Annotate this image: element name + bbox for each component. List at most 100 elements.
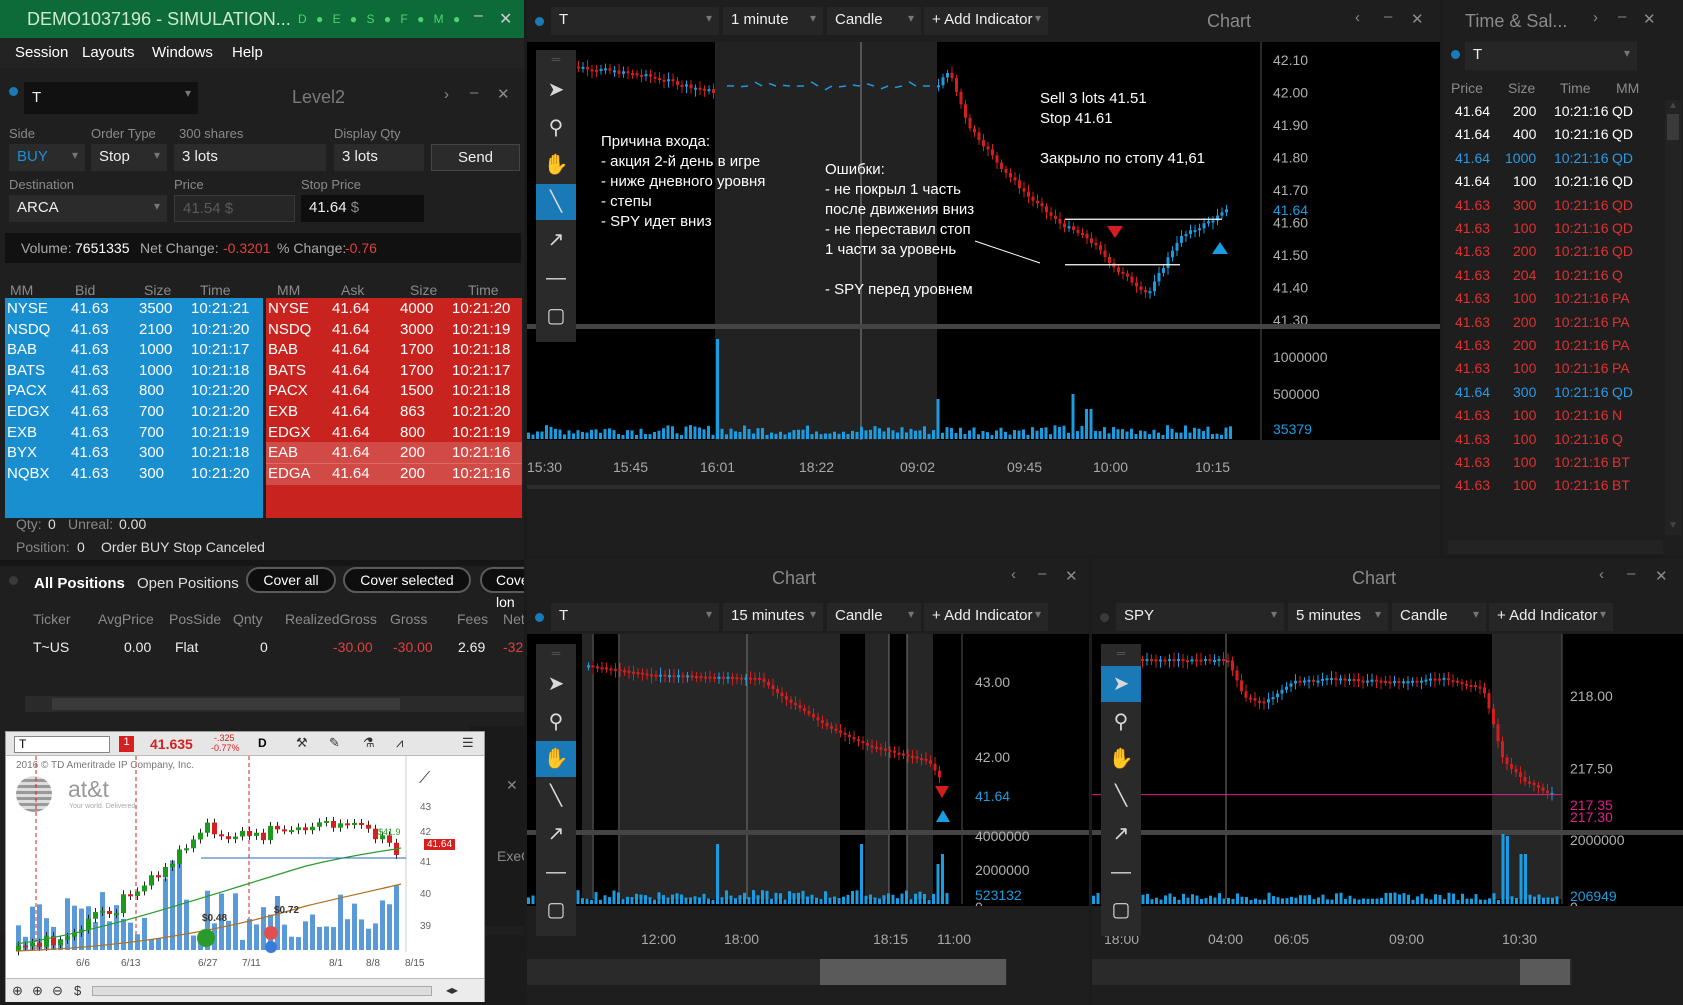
chart-style-select[interactable]: Candle (827, 603, 921, 631)
book-row[interactable]: BATS 41.64 1700 10:21:17 (266, 360, 522, 382)
pointer-icon[interactable]: ➤ (1101, 666, 1141, 702)
tos-price-chart[interactable] (6, 756, 484, 976)
menu-session[interactable]: Session (15, 44, 69, 61)
rect-tool-icon[interactable]: ▢ (546, 899, 566, 921)
minimize-icon[interactable]: – (474, 7, 483, 24)
cover-long-button[interactable]: Cover lon (480, 567, 524, 610)
minimize-icon[interactable]: – (1627, 565, 1636, 582)
chart-area[interactable] (527, 42, 1440, 489)
ts-row[interactable]: 41.64 200 10:21:16 QD (1443, 100, 1663, 125)
grip-icon[interactable]: ═ (551, 646, 561, 660)
interval-select[interactable]: 1 minute (723, 7, 823, 35)
link-dot-icon[interactable] (1451, 50, 1460, 59)
ts-hscrollbar[interactable] (1448, 540, 1663, 554)
chart-symbol-input[interactable]: T (551, 603, 719, 631)
chevron-left-icon[interactable]: ‹ (1355, 9, 1360, 26)
book-row[interactable]: NQBX 41.63 300 10:21:20 (5, 463, 263, 485)
book-row[interactable]: NYSE 41.63 3500 10:21:21 (5, 298, 263, 320)
ts-row[interactable]: 41.63 204 10:21:16 Q (1443, 264, 1663, 289)
scrollbar-thumb[interactable] (1667, 114, 1679, 140)
crosshair-icon[interactable]: ⊕ (12, 983, 23, 998)
chart-symbol-input[interactable]: T (551, 7, 719, 35)
close-icon[interactable]: ✕ (1411, 11, 1424, 28)
link-dot-icon[interactable] (535, 613, 544, 622)
hline-tool-icon[interactable]: — (546, 267, 566, 289)
studies-icon[interactable]: ⚒ (296, 735, 308, 750)
interval-select[interactable]: 15 minutes (723, 603, 823, 631)
arrow-tool-icon[interactable]: ↗ (1112, 823, 1130, 845)
add-indicator-button[interactable]: + Add Indicator (1489, 603, 1613, 631)
minimize-icon[interactable]: – (1038, 565, 1047, 582)
zoom-icon[interactable]: ⚲ (1113, 711, 1129, 733)
add-indicator-button[interactable]: + Add Indicator (924, 603, 1048, 631)
pointer-icon[interactable]: ➤ (547, 673, 565, 695)
price-input[interactable]: 41.54 $ (174, 195, 295, 222)
book-row[interactable]: PACX 41.63 800 10:21:20 (5, 380, 263, 402)
link-dot-icon[interactable] (9, 576, 18, 585)
close-icon[interactable]: ✕ (497, 86, 510, 103)
ts-row[interactable]: 41.63 200 10:21:16 QD (1443, 240, 1663, 265)
book-row[interactable]: NSDQ 41.63 2100 10:21:20 (5, 319, 263, 341)
send-button[interactable]: Send (431, 144, 520, 171)
chart-15m-price-chart[interactable]: 43.0042.0041.6440000002000000052313212:0… (527, 634, 1089, 986)
rect-tool-icon[interactable]: ▢ (546, 305, 566, 327)
chevron-left-icon[interactable]: › (444, 86, 449, 103)
side-select[interactable]: BUY (9, 144, 85, 171)
book-row[interactable]: EAB 41.64 200 10:21:16 (266, 442, 522, 465)
chevron-left-icon[interactable]: ‹ (1599, 566, 1604, 583)
scroll-up-icon[interactable]: ▲ (1668, 100, 1678, 111)
book-row[interactable]: BATS 41.63 1000 10:21:18 (5, 360, 263, 382)
zoom-icon[interactable]: ⚲ (548, 117, 564, 139)
destination-select[interactable]: ARCA (9, 195, 167, 222)
ts-row[interactable]: 41.63 300 10:21:16 QD (1443, 194, 1663, 219)
pencil-icon[interactable]: ✎ (329, 735, 340, 750)
cover-all-button[interactable]: Cover all (246, 567, 336, 593)
zoom-out-icon[interactable]: ⊖ (52, 983, 63, 998)
ts-symbol-input[interactable]: T (1465, 42, 1637, 70)
ts-row[interactable]: 41.64 300 10:21:16 QD (1443, 381, 1663, 406)
arrow-tool-icon[interactable]: ↗ (547, 823, 565, 845)
main-price-chart[interactable]: 42.10 42.00 41.90 41.80 41.70 41.60 41.50 41.40… (527, 42, 1440, 489)
chart-symbol-input[interactable]: SPY (1116, 603, 1284, 631)
ts-scrollbar[interactable]: ▲ ▼ (1665, 100, 1681, 535)
book-row[interactable]: EXB 41.64 863 10:21:20 (266, 401, 522, 423)
hand-icon[interactable]: ✋ (536, 741, 576, 777)
ts-row[interactable]: 41.64 100 10:21:16 QD (1443, 170, 1663, 195)
line-tool-icon[interactable]: ╲ (1114, 785, 1128, 807)
ts-row[interactable]: 41.63 100 10:21:16 BT (1443, 474, 1663, 499)
grip-icon[interactable]: ═ (551, 52, 561, 66)
shares-input[interactable]: 3 lots (174, 144, 326, 171)
book-row[interactable]: NYSE 41.64 4000 10:21:20 (266, 298, 522, 320)
ts-row[interactable]: 41.63 100 10:21:16 QD (1443, 217, 1663, 242)
chart-style-select[interactable]: Candle (1392, 603, 1486, 631)
pointer-icon[interactable]: ➤ (547, 79, 565, 101)
close-icon[interactable]: ✕ (506, 777, 518, 793)
ts-row[interactable]: 41.63 100 10:21:16 Q (1443, 428, 1663, 453)
tos-period[interactable]: D (258, 736, 267, 750)
chevron-right-icon[interactable]: › (1593, 9, 1598, 26)
menu-help[interactable]: Help (232, 44, 263, 61)
tab-all-positions[interactable]: All Positions (34, 575, 125, 592)
book-row[interactable]: EDGX 41.64 800 10:21:19 (266, 422, 522, 444)
rect-tool-icon[interactable]: ▢ (1111, 899, 1131, 921)
hline-tool-icon[interactable]: — (1111, 861, 1131, 883)
menu-icon[interactable]: ☰ (462, 735, 474, 750)
close-icon[interactable]: ✕ (1655, 568, 1668, 585)
chart-style-select[interactable]: Candle (827, 7, 921, 35)
ts-row[interactable]: 41.63 100 10:21:16 BT (1443, 451, 1663, 476)
order-type-select[interactable]: Stop (91, 144, 167, 171)
pattern-icon[interactable]: ⩘ (396, 735, 404, 750)
stop-price-input[interactable]: 41.64 $ (301, 195, 424, 222)
display-qty-input[interactable]: 3 lots (334, 144, 424, 171)
minimize-icon[interactable]: – (1384, 8, 1393, 25)
chart-spy-price-chart[interactable]: 218.00217.50217.35217.302000000020694918… (1092, 634, 1683, 986)
level2-symbol-input[interactable]: T (24, 82, 198, 114)
ts-row[interactable]: 41.63 100 10:21:16 N (1443, 404, 1663, 429)
minimize-icon[interactable]: – (1618, 8, 1627, 25)
book-row[interactable]: PACX 41.64 1500 10:21:18 (266, 380, 522, 402)
book-row[interactable]: BAB 41.64 1700 10:21:18 (266, 339, 522, 361)
scroll-arrows-icon[interactable]: ◂▸ (446, 983, 459, 997)
link-dot-icon[interactable] (535, 17, 544, 26)
trendline-icon[interactable]: ⟋ (419, 770, 431, 787)
menu-windows[interactable]: Windows (152, 44, 213, 61)
